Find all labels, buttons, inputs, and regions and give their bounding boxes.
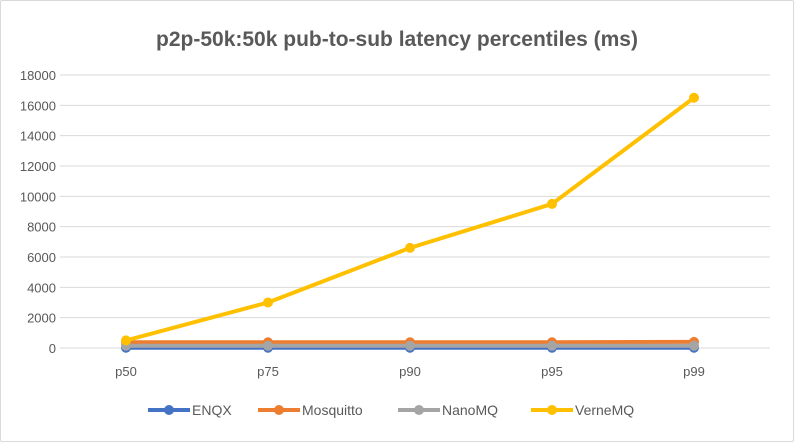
x-tick-label: p50 [115,364,137,379]
data-point-vernemq [689,92,699,103]
data-point-nanomq [547,340,557,351]
legend-label: VerneMQ [575,402,634,418]
y-tick-label: 16000 [20,98,56,113]
legend-label: Mosquitto [302,402,363,418]
x-tick-label: p95 [541,364,563,379]
data-point-vernemq [121,335,131,346]
legend-marker-vernemq [547,405,557,415]
legend-label: NanoMQ [442,402,498,418]
x-tick-label: p99 [683,364,705,379]
y-tick-label: 18000 [20,68,56,83]
y-tick-label: 14000 [20,129,56,144]
y-tick-label: 2000 [27,311,56,326]
chart-title: p2p-50k:50k pub-to-sub latency percentil… [156,28,638,51]
data-point-nanomq [263,340,273,351]
y-tick-label: 8000 [27,220,56,235]
y-tick-label: 6000 [27,250,56,265]
series-line-vernemq [125,96,696,343]
y-tick-label: 4000 [27,280,56,295]
data-point-nanomq [689,340,699,351]
y-tick-label: 10000 [20,189,56,204]
legend-label: ENQX [192,402,232,418]
data-point-vernemq [405,242,415,253]
data-point-vernemq [263,297,273,308]
legend-marker-mosquitto [274,405,284,415]
data-point-vernemq [547,198,557,209]
data-point-nanomq [405,340,415,351]
x-tick-label: p75 [257,364,279,379]
legend-marker-enqx [164,405,174,415]
legend-marker-nanomq [414,405,424,415]
y-tick-label: 12000 [20,159,56,174]
x-tick-label: p90 [399,364,421,379]
y-tick-label: 0 [49,341,56,356]
